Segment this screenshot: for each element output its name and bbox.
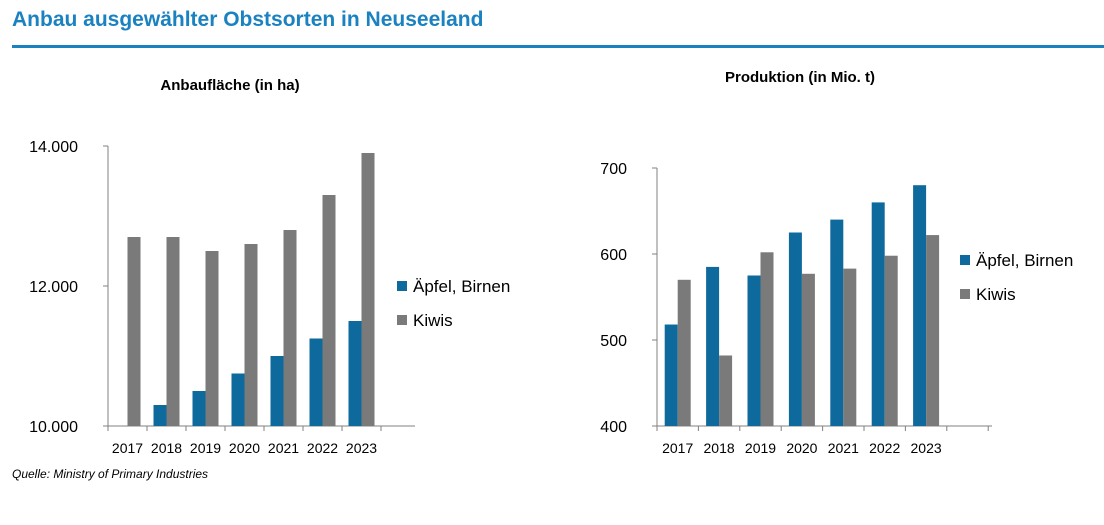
chart1-bar-apples-pears-2020 (231, 373, 245, 426)
chart2-legend-label-apples-pears: Äpfel, Birnen (976, 251, 1073, 270)
chart1-bar-kiwis-2018 (166, 237, 180, 426)
chart1-bar-kiwis-2023 (361, 153, 375, 426)
title-divider (12, 45, 1104, 48)
chart2-x-tick-label: 2021 (828, 440, 859, 456)
chart1-x-tick-label: 2020 (229, 440, 260, 456)
chart1-x-tick-label: 2019 (190, 440, 221, 456)
chart2-bar-kiwis-2020 (801, 273, 815, 426)
chart2-legend-label-kiwis: Kiwis (976, 285, 1016, 304)
chart1-x-tick-label: 2018 (151, 440, 182, 456)
chart2-x-tick-label: 2018 (704, 440, 735, 456)
chart2-bar-kiwis-2018 (719, 355, 733, 426)
chart2-x-tick-label: 2023 (911, 440, 942, 456)
chart2-bar-apples-pears-2018 (706, 266, 720, 426)
chart1-bar-kiwis-2019 (205, 251, 219, 426)
chart1-bar-kiwis-2020 (244, 244, 258, 426)
chart2-x-tick-label: 2020 (786, 440, 817, 456)
chart1-y-tick-label: 12.000 (29, 279, 78, 296)
chart2-bar-apples-pears-2021 (830, 219, 844, 426)
chart2-bar-apples-pears-2022 (871, 202, 885, 426)
chart2-bar-apples-pears-2023 (913, 185, 927, 426)
chart2-bar-apples-pears-2019 (747, 275, 761, 426)
chart1-bar-apples-pears-2018 (153, 405, 167, 426)
chart2-bar-apples-pears-2017 (664, 324, 678, 426)
chart1-legend-label-apples-pears: Äpfel, Birnen (413, 277, 510, 296)
chart2-bar-kiwis-2023 (926, 235, 940, 426)
chart2-bar-kiwis-2019 (760, 252, 774, 426)
chart2-y-tick-label: 400 (600, 419, 627, 436)
chart1-legend-swatch-apples-pears (397, 281, 407, 291)
chart1-bar-apples-pears-2022 (309, 338, 323, 426)
chart1-bar-apples-pears-2019 (192, 391, 206, 426)
chart2-y-tick-label: 600 (600, 247, 627, 264)
chart1-y-tick-label: 14.000 (29, 139, 78, 156)
chart2-x-tick-label: 2022 (869, 440, 900, 456)
chart1-x-tick-label: 2017 (112, 440, 143, 456)
chart1-legend-label-kiwis: Kiwis (413, 311, 453, 330)
chart1-bar-apples-pears-2021 (270, 356, 284, 426)
chart1-y-tick-label: 10.000 (29, 419, 78, 436)
chart1-bar-apples-pears-2023 (348, 321, 362, 426)
chart1-legend-swatch-kiwis (397, 315, 407, 325)
chart2-y-tick-label: 700 (600, 161, 627, 178)
chart1-bar-kiwis-2021 (283, 230, 297, 426)
chart1-x-tick-label: 2022 (307, 440, 338, 456)
source-note: Quelle: Ministry of Primary Industries (12, 467, 209, 481)
chart2-bar-apples-pears-2020 (788, 232, 802, 426)
chart2-y-tick-label: 500 (600, 333, 627, 350)
chart1-x-tick-label: 2021 (268, 440, 299, 456)
chart2-x-tick-label: 2017 (662, 440, 693, 456)
chart2-bar-kiwis-2022 (884, 255, 898, 426)
page-title: Anbau ausgewählter Obstsorten in Neuseel… (12, 8, 484, 31)
chart2-bar-kiwis-2017 (677, 279, 691, 426)
chart2-x-tick-label: 2019 (745, 440, 776, 456)
chart1-bar-kiwis-2022 (322, 195, 336, 426)
chart2-legend-swatch-apples-pears (960, 255, 970, 265)
chart2-legend-swatch-kiwis (960, 289, 970, 299)
chart1-x-tick-label: 2023 (346, 440, 377, 456)
chart2-bar-kiwis-2021 (843, 268, 857, 426)
chart2-title: Produktion (in Mio. t) (725, 69, 875, 86)
chart1-bar-kiwis-2017 (127, 237, 141, 426)
chart1-title: Anbaufläche (in ha) (160, 77, 299, 94)
